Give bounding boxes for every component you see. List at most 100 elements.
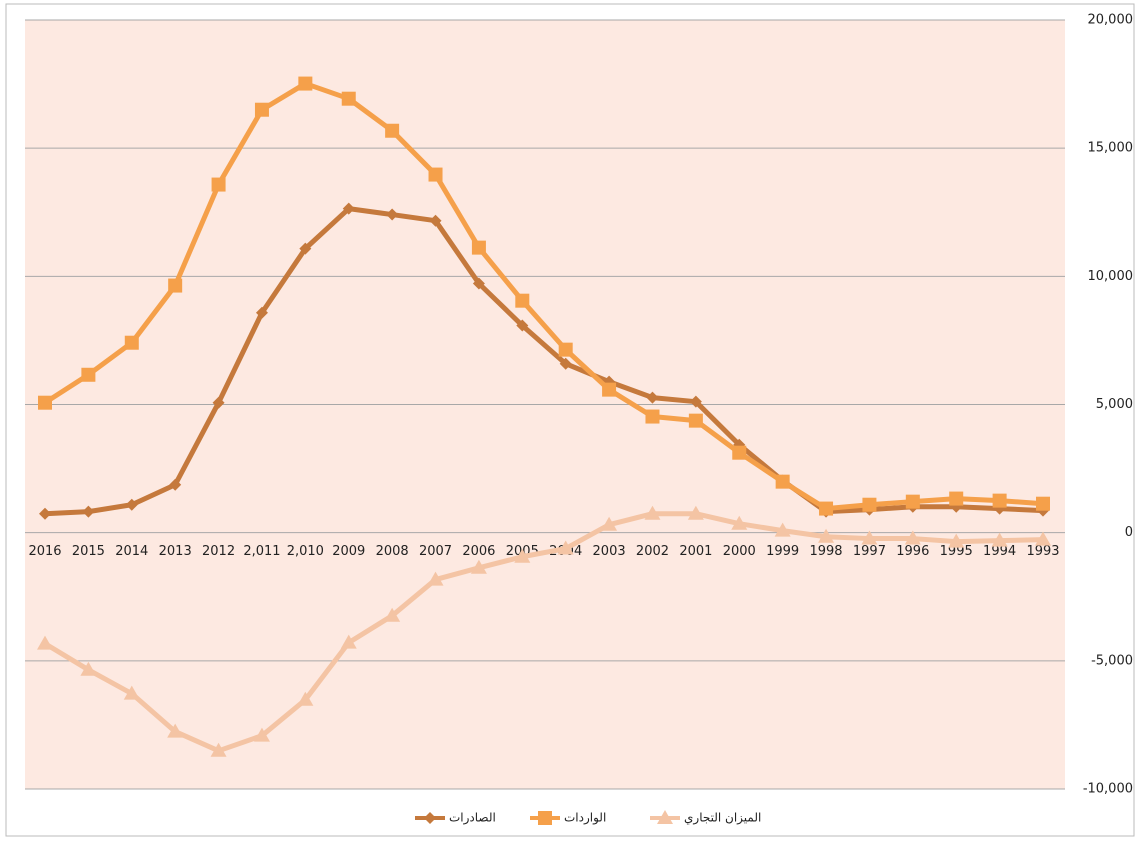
y-tick-label: 5,000: [1096, 397, 1133, 412]
marker: [1036, 496, 1050, 511]
marker: [428, 167, 443, 182]
marker: [602, 382, 617, 397]
marker: [472, 277, 485, 290]
legend-label: الصادرات: [449, 811, 496, 826]
marker: [429, 214, 442, 227]
marker: [424, 812, 436, 824]
marker: [905, 494, 920, 509]
marker: [601, 516, 618, 531]
marker: [516, 319, 529, 332]
marker: [255, 306, 268, 319]
marker: [657, 810, 673, 824]
x-tick-label: 1994: [983, 544, 1016, 559]
marker: [538, 811, 552, 825]
marker: [644, 505, 661, 520]
x-tick-label: 2002: [636, 544, 669, 559]
marker: [775, 474, 790, 489]
marker: [948, 533, 965, 548]
marker: [558, 342, 573, 357]
x-tick-label: 2014: [115, 544, 148, 559]
x-tick-label: 1997: [853, 544, 886, 559]
y-tick-label: 20,000: [1088, 13, 1134, 28]
marker: [81, 367, 96, 382]
legend-label: الميزان التجاري: [684, 811, 761, 826]
marker: [253, 727, 270, 742]
x-tick-label: 2000: [723, 544, 756, 559]
x-tick-label: 2001: [679, 544, 712, 559]
legend-label: الواردات: [564, 811, 606, 826]
marker: [991, 532, 1008, 547]
x-tick-label: 2016: [28, 544, 61, 559]
marker: [514, 548, 531, 563]
marker: [992, 493, 1007, 508]
y-tick-label: 10,000: [1088, 269, 1134, 284]
y-tick-label: 0: [1125, 525, 1133, 540]
marker: [254, 102, 269, 117]
marker: [427, 571, 444, 586]
x-tick-label: 1996: [896, 544, 929, 559]
marker: [557, 540, 574, 555]
x-tick-label: 1999: [766, 544, 799, 559]
marker: [211, 177, 226, 192]
marker: [862, 497, 877, 512]
x-tick-label: 1998: [809, 544, 842, 559]
marker: [37, 635, 53, 650]
marker: [861, 530, 878, 545]
marker: [299, 242, 312, 255]
marker: [298, 76, 313, 91]
series-line: [43, 511, 1044, 754]
marker: [212, 396, 225, 409]
x-tick-label: 2,010: [287, 544, 324, 559]
x-tick-label: 2006: [462, 544, 495, 559]
marker: [169, 478, 182, 491]
x-tick-label: 2009: [332, 544, 365, 559]
x-tick-label: 1995: [940, 544, 973, 559]
marker: [167, 723, 184, 738]
marker: [689, 395, 702, 408]
marker: [949, 491, 964, 506]
series-line: [43, 81, 1044, 512]
marker: [123, 685, 140, 700]
x-tick-label: 1993: [1026, 544, 1059, 559]
marker: [471, 240, 486, 255]
marker: [210, 742, 227, 757]
x-tick-label: 2008: [376, 544, 409, 559]
marker: [82, 505, 95, 518]
marker: [342, 202, 355, 215]
marker: [80, 661, 97, 676]
marker: [386, 208, 399, 221]
marker: [470, 559, 487, 574]
marker: [341, 91, 356, 106]
marker: [688, 413, 703, 428]
marker: [515, 293, 530, 308]
marker: [819, 501, 834, 516]
marker: [645, 409, 660, 424]
marker: [1035, 531, 1051, 546]
marker: [384, 607, 401, 622]
marker: [125, 498, 138, 511]
x-tick-label: 2,011: [243, 544, 280, 559]
series-line: [44, 206, 1044, 517]
marker: [731, 515, 748, 530]
marker: [38, 395, 52, 410]
marker: [297, 691, 314, 706]
marker: [732, 445, 747, 460]
marker: [646, 391, 659, 404]
y-tick-label: -5,000: [1091, 653, 1133, 668]
marker: [774, 522, 791, 537]
marker: [904, 530, 921, 545]
marker: [687, 505, 704, 520]
marker: [818, 528, 835, 543]
marker: [340, 634, 357, 649]
marker: [168, 278, 183, 293]
x-tick-label: 2013: [159, 544, 192, 559]
marker: [39, 507, 51, 520]
y-tick-label: -10,000: [1083, 782, 1133, 797]
marker: [385, 123, 400, 138]
x-tick-label: 2007: [419, 544, 452, 559]
marker: [124, 335, 139, 350]
x-tick-label: 2015: [72, 544, 105, 559]
x-tick-label: 2003: [593, 544, 626, 559]
y-tick-label: 15,000: [1088, 141, 1134, 156]
